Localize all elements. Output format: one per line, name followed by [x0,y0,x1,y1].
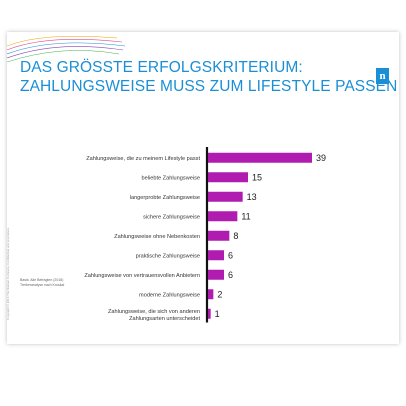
category-label: moderne Zahlungsweise [139,292,200,298]
category-label: Zahlungsweise ohne Nebenkosten [114,234,200,240]
data-label: 2 [217,289,222,299]
source-line-2: Treiberanalyse nach Kruskal [20,283,65,287]
source-note: Basis: Alle Befragten (2016) Treiberanal… [20,278,64,288]
slide: n [7,32,399,344]
data-label: 39 [316,153,326,163]
bar [208,230,230,241]
data-label: 6 [228,250,233,260]
category-label: Zahlungsweise, die sich von anderen Zahlu… [108,309,200,322]
category-label: Zahlungsweise von vertrauensvollen Anbie… [84,273,200,279]
title-line-2: ZAHLUNGSWEISE MUSS ZUM LIFESTYLE PASSEN [20,78,398,95]
bar [208,308,211,319]
category-label: langerprobte Zahlungsweise [130,195,200,201]
category-label: Zahlungsweise, die zu meinem Lifestyle p… [86,156,200,162]
data-label: 8 [233,231,238,241]
bar [208,211,238,222]
data-label: 15 [252,172,262,182]
brand-logo: n [376,68,389,84]
data-label: 11 [241,211,250,221]
title-line-1: DAS GRÖSSTE ERFOLGSKRITERIUM: [20,59,303,76]
data-label: 13 [247,192,257,202]
bar [208,152,312,163]
source-line-1: Basis: Alle Befragten (2016) [20,278,64,282]
bar [208,250,224,261]
data-label: 6 [228,270,233,280]
decorative-lines-graphic [7,35,126,63]
category-label: beliebte Zahlungsweise [142,175,200,181]
category-label: praktische Zahlungsweise [136,253,200,259]
data-label: 1 [215,309,220,319]
category-label: sichere Zahlungsweise [143,214,200,220]
bar [208,269,224,280]
bar [208,191,243,202]
copyright-note: Copyright © 2016 The Nielsen Company. Co… [6,227,10,320]
bar [208,172,248,183]
page-title: DAS GRÖSSTE ERFOLGSKRITERIUM: ZAHLUNGSWE… [20,58,398,96]
bar [208,289,214,300]
